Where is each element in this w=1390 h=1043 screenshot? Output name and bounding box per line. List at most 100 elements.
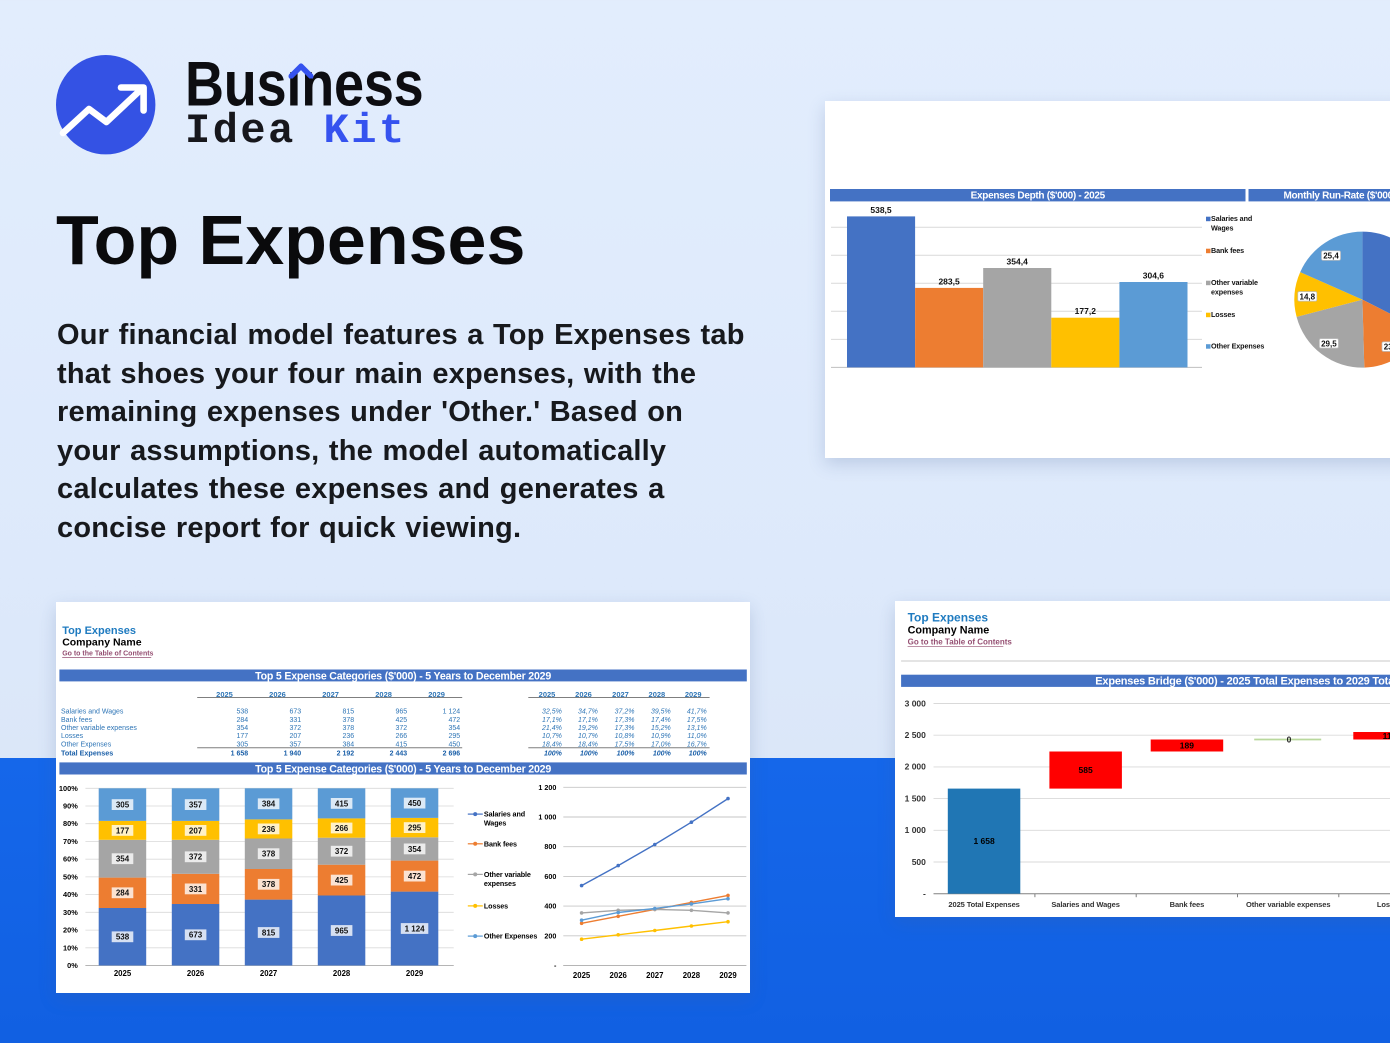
svg-text:354: 354	[408, 845, 422, 854]
svg-text:189: 189	[1180, 741, 1194, 751]
svg-text:425: 425	[396, 717, 408, 724]
svg-text:2028: 2028	[333, 969, 351, 978]
svg-text:Wages: Wages	[484, 819, 507, 828]
svg-text:2026: 2026	[187, 969, 205, 978]
svg-text:Go to the Table of Contents: Go to the Table of Contents	[62, 650, 153, 657]
svg-text:284: 284	[116, 889, 130, 898]
svg-text:236: 236	[262, 825, 276, 834]
svg-text:2027: 2027	[260, 969, 277, 978]
svg-text:Salaries and: Salaries and	[1211, 214, 1252, 223]
svg-text:2 192: 2 192	[337, 751, 355, 758]
svg-text:17,4%: 17,4%	[651, 717, 671, 724]
svg-text:354,4: 354,4	[1007, 257, 1029, 267]
svg-text:0%: 0%	[67, 961, 78, 970]
svg-text:815: 815	[343, 709, 355, 716]
svg-text:585: 585	[1079, 765, 1093, 775]
svg-text:18,4%: 18,4%	[542, 741, 562, 748]
svg-text:1 124: 1 124	[443, 709, 461, 716]
svg-text:Salaries and Wages: Salaries and Wages	[1051, 900, 1119, 909]
svg-text:2 000: 2 000	[905, 762, 927, 772]
svg-text:266: 266	[335, 824, 349, 833]
svg-text:70%: 70%	[63, 837, 78, 846]
svg-text:1 658: 1 658	[973, 836, 995, 846]
svg-text:2029: 2029	[406, 969, 424, 978]
svg-text:372: 372	[396, 725, 408, 732]
svg-text:400: 400	[544, 902, 556, 911]
svg-text:3 000: 3 000	[905, 698, 927, 708]
svg-text:538: 538	[237, 709, 249, 716]
svg-text:40%: 40%	[63, 890, 78, 899]
svg-text:Losses: Losses	[1377, 900, 1390, 909]
svg-text:331: 331	[189, 885, 203, 894]
svg-text:425: 425	[335, 876, 349, 885]
svg-text:Bank fees: Bank fees	[1211, 246, 1244, 255]
svg-text:2026: 2026	[575, 690, 592, 699]
svg-text:29,5: 29,5	[1321, 339, 1337, 348]
svg-text:100%: 100%	[544, 751, 563, 758]
svg-text:673: 673	[189, 931, 203, 940]
svg-text:305: 305	[237, 741, 249, 748]
svg-text:372: 372	[189, 853, 203, 862]
svg-text:Salaries and Wages: Salaries and Wages	[61, 709, 124, 716]
svg-text:2 500: 2 500	[905, 730, 927, 740]
svg-text:600: 600	[544, 872, 556, 881]
svg-text:965: 965	[396, 709, 408, 716]
svg-text:Other Expenses: Other Expenses	[61, 741, 112, 748]
svg-text:1 124: 1 124	[405, 924, 426, 933]
svg-text:1 200: 1 200	[538, 783, 556, 792]
svg-text:Bank fees: Bank fees	[1170, 900, 1205, 909]
svg-text:Expenses Depth ($'000) - 2025: Expenses Depth ($'000) - 2025	[971, 191, 1106, 202]
svg-text:500: 500	[912, 857, 926, 867]
svg-text:25,4: 25,4	[1323, 252, 1339, 261]
svg-text:357: 357	[189, 801, 203, 810]
svg-text:expenses: expenses	[1211, 288, 1243, 297]
svg-text:1 000: 1 000	[905, 825, 927, 835]
svg-text:100%: 100%	[689, 751, 708, 758]
svg-text:200: 200	[544, 931, 556, 940]
svg-text:11,0%: 11,0%	[687, 733, 706, 740]
svg-text:450: 450	[408, 799, 422, 808]
svg-text:283,5: 283,5	[938, 276, 960, 286]
svg-text:2028: 2028	[683, 971, 701, 980]
svg-text:2025: 2025	[216, 690, 233, 699]
svg-text:60%: 60%	[63, 855, 78, 864]
svg-text:0: 0	[1287, 735, 1292, 745]
svg-text:965: 965	[335, 926, 349, 935]
svg-text:2025: 2025	[114, 969, 132, 978]
svg-text:Other variable expenses: Other variable expenses	[1246, 900, 1330, 909]
svg-text:207: 207	[290, 733, 302, 740]
svg-text:41,7%: 41,7%	[687, 709, 707, 716]
svg-text:17,0%: 17,0%	[651, 741, 671, 748]
svg-text:Top Expenses: Top Expenses	[908, 611, 989, 625]
svg-text:1 500: 1 500	[905, 793, 927, 803]
svg-text:17,5%: 17,5%	[687, 717, 707, 724]
svg-text:Top Expenses: Top Expenses	[62, 625, 136, 637]
svg-text:354: 354	[116, 855, 130, 864]
svg-text:Other variable expenses: Other variable expenses	[61, 725, 137, 732]
svg-text:50%: 50%	[63, 872, 78, 881]
svg-text:Losses: Losses	[484, 901, 508, 910]
svg-text:17,3%: 17,3%	[615, 725, 635, 732]
svg-text:2027: 2027	[646, 971, 663, 980]
svg-text:17,5%: 17,5%	[615, 741, 635, 748]
svg-text:Losses: Losses	[61, 733, 84, 740]
svg-text:266: 266	[396, 733, 408, 740]
svg-text:2026: 2026	[610, 971, 628, 980]
svg-text:Other Expenses: Other Expenses	[484, 932, 537, 941]
svg-text:100%: 100%	[580, 751, 599, 758]
svg-text:2027: 2027	[322, 690, 339, 699]
svg-text:-: -	[923, 889, 926, 899]
svg-text:17,1%: 17,1%	[542, 717, 562, 724]
svg-text:20%: 20%	[63, 926, 78, 935]
svg-text:1 658: 1 658	[231, 751, 249, 758]
svg-text:10%: 10%	[63, 943, 78, 952]
svg-text:100%: 100%	[617, 751, 636, 758]
svg-text:Wages: Wages	[1211, 224, 1234, 233]
svg-text:expenses: expenses	[484, 879, 516, 888]
svg-text:815: 815	[262, 928, 276, 937]
svg-text:Losses: Losses	[1211, 310, 1235, 319]
svg-text:357: 357	[290, 741, 302, 748]
svg-text:305: 305	[116, 801, 130, 810]
svg-text:18,4%: 18,4%	[578, 741, 598, 748]
svg-text:2028: 2028	[375, 690, 392, 699]
